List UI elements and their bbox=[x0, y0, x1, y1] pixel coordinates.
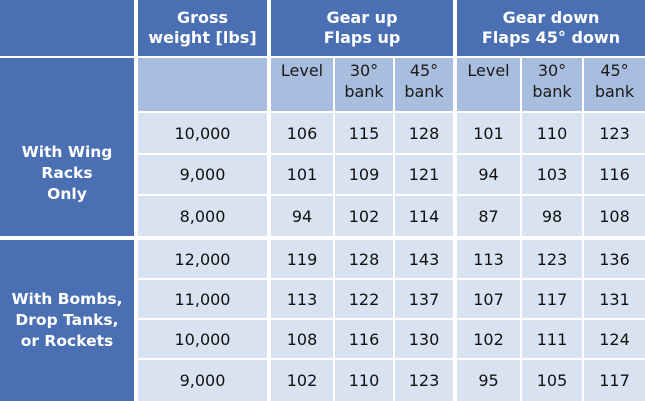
speed-value-cell: 106 bbox=[271, 113, 333, 153]
speed-value-cell: 121 bbox=[395, 155, 453, 194]
speed-value-cell: 117 bbox=[584, 360, 645, 401]
speed-value-cell: 123 bbox=[584, 113, 645, 153]
speed-value-cell: 87 bbox=[457, 196, 520, 236]
speed-value-cell: 115 bbox=[335, 113, 393, 153]
speed-value-cell: 110 bbox=[335, 360, 393, 401]
weight-cell: 8,000 bbox=[138, 196, 267, 236]
speed-value-cell: 128 bbox=[335, 240, 393, 278]
corner-header-cell bbox=[0, 0, 134, 56]
speed-value-cell: 130 bbox=[395, 320, 453, 358]
speed-value-cell: 103 bbox=[522, 155, 582, 194]
speed-value-cell: 113 bbox=[457, 240, 520, 278]
speed-value-cell: 124 bbox=[584, 320, 645, 358]
speed-value-cell: 137 bbox=[395, 280, 453, 318]
speed-value-cell: 136 bbox=[584, 240, 645, 278]
weight-cell: 10,000 bbox=[138, 320, 267, 358]
speed-value-cell: 123 bbox=[522, 240, 582, 278]
speed-value-cell: 98 bbox=[522, 196, 582, 236]
speed-value-cell: 94 bbox=[271, 196, 333, 236]
weight-cell: 12,000 bbox=[138, 240, 267, 278]
speed-value-cell: 122 bbox=[335, 280, 393, 318]
subheader-level-up: Level bbox=[271, 58, 333, 111]
gear-up-flaps-up-header: Gear up Flaps up bbox=[271, 0, 453, 56]
speed-value-cell: 95 bbox=[457, 360, 520, 401]
speed-value-cell: 108 bbox=[584, 196, 645, 236]
speed-value-cell: 123 bbox=[395, 360, 453, 401]
speed-value-cell: 131 bbox=[584, 280, 645, 318]
speed-value-cell: 111 bbox=[522, 320, 582, 358]
speed-value-cell: 114 bbox=[395, 196, 453, 236]
speed-value-cell: 102 bbox=[457, 320, 520, 358]
speed-value-cell: 143 bbox=[395, 240, 453, 278]
section-label-wing-racks: With Wing Racks Only bbox=[0, 58, 134, 236]
speed-value-cell: 101 bbox=[457, 113, 520, 153]
subheader-45-bank-down: 45° bank bbox=[584, 58, 645, 111]
weight-cell: 11,000 bbox=[138, 280, 267, 318]
weight-cell: 10,000 bbox=[138, 113, 267, 153]
subheader-45-bank-up: 45° bank bbox=[395, 58, 453, 111]
speed-value-cell: 108 bbox=[271, 320, 333, 358]
speed-value-cell: 110 bbox=[522, 113, 582, 153]
section-label-bombs-tanks-rockets: With Bombs, Drop Tanks, or Rockets bbox=[0, 240, 134, 401]
speed-value-cell: 102 bbox=[271, 360, 333, 401]
speed-value-cell: 116 bbox=[584, 155, 645, 194]
speed-value-cell: 119 bbox=[271, 240, 333, 278]
subheader-30-bank-up: 30° bank bbox=[335, 58, 393, 111]
speed-value-cell: 116 bbox=[335, 320, 393, 358]
speed-value-cell: 102 bbox=[335, 196, 393, 236]
gross-weight-header: Gross weight [lbs] bbox=[138, 0, 267, 56]
speed-value-cell: 107 bbox=[457, 280, 520, 318]
speed-value-cell: 94 bbox=[457, 155, 520, 194]
speed-value-cell: 113 bbox=[271, 280, 333, 318]
speed-value-cell: 128 bbox=[395, 113, 453, 153]
subheader-level-down: Level bbox=[457, 58, 520, 111]
speed-value-cell: 117 bbox=[522, 280, 582, 318]
speed-value-cell: 109 bbox=[335, 155, 393, 194]
subheader-30-bank-down: 30° bank bbox=[522, 58, 582, 111]
subheader-weight-blank bbox=[138, 58, 267, 111]
weight-cell: 9,000 bbox=[138, 360, 267, 401]
gear-down-flaps-down-header: Gear down Flaps 45° down bbox=[457, 0, 645, 56]
weight-cell: 9,000 bbox=[138, 155, 267, 194]
speed-value-cell: 101 bbox=[271, 155, 333, 194]
speed-value-cell: 105 bbox=[522, 360, 582, 401]
